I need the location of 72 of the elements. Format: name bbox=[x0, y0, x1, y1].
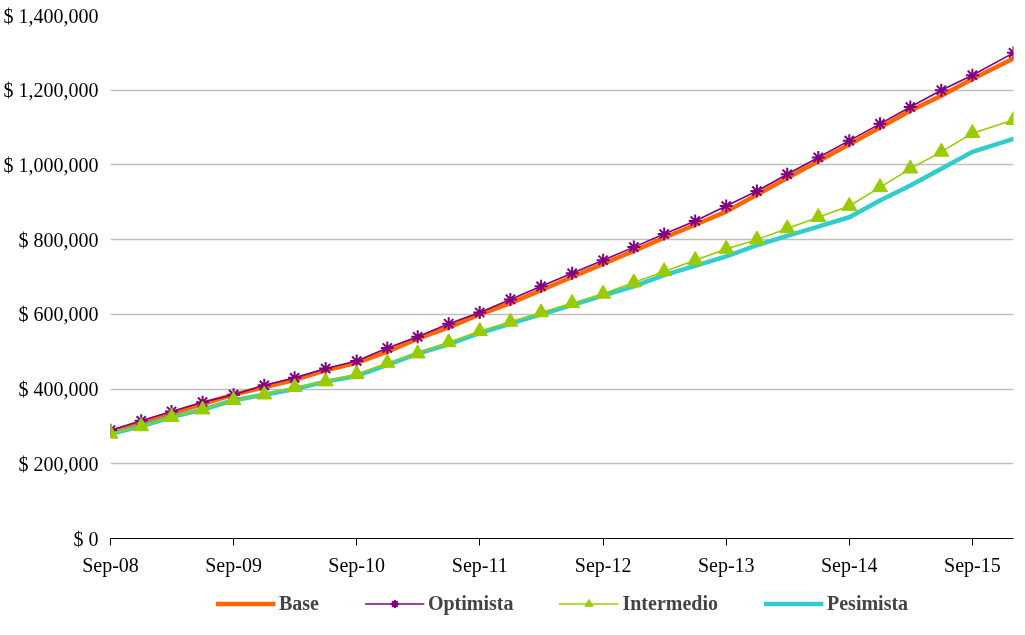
legend-label: Intermedio bbox=[622, 591, 719, 615]
point bbox=[687, 251, 704, 266]
point bbox=[625, 273, 642, 288]
point bbox=[256, 377, 272, 393]
point bbox=[871, 178, 888, 193]
legend-label: Optimista bbox=[427, 591, 514, 615]
point bbox=[225, 391, 242, 406]
point bbox=[379, 353, 396, 368]
point bbox=[440, 333, 457, 348]
point bbox=[564, 265, 580, 281]
point bbox=[379, 340, 395, 356]
point bbox=[718, 239, 735, 254]
point bbox=[595, 284, 612, 299]
point bbox=[349, 353, 365, 369]
point bbox=[317, 372, 334, 387]
point bbox=[287, 370, 303, 386]
point bbox=[810, 149, 826, 165]
point bbox=[472, 304, 488, 320]
point bbox=[872, 116, 888, 132]
point bbox=[318, 361, 334, 377]
point bbox=[656, 262, 673, 277]
x-tick-label: Sep-13 bbox=[697, 553, 755, 577]
y-tick-label: $ 400,000 bbox=[18, 378, 99, 401]
point bbox=[626, 239, 642, 255]
point bbox=[441, 316, 457, 332]
x-tick-label: Sep-09 bbox=[205, 553, 262, 577]
y-tick-label: $ 0 bbox=[73, 527, 99, 550]
point bbox=[779, 219, 796, 234]
point bbox=[933, 142, 950, 157]
y-tick-label: $ 800,000 bbox=[18, 228, 99, 251]
point bbox=[933, 82, 949, 98]
point bbox=[286, 378, 303, 393]
point bbox=[902, 99, 918, 115]
point bbox=[409, 344, 426, 359]
y-tick-label: $ 600,000 bbox=[18, 303, 99, 326]
point bbox=[779, 166, 795, 182]
x-tick-label: Sep-15 bbox=[944, 553, 1001, 577]
x-tick-label: Sep-10 bbox=[328, 553, 385, 577]
point bbox=[348, 364, 365, 379]
x-tick-label: Sep-12 bbox=[574, 553, 632, 577]
point bbox=[749, 183, 765, 199]
point bbox=[841, 133, 857, 149]
point bbox=[564, 293, 581, 308]
point bbox=[502, 291, 518, 307]
y-tick-label: $ 1,400,000 bbox=[3, 4, 99, 27]
point bbox=[194, 400, 211, 415]
point bbox=[718, 198, 734, 214]
y-tick-label: $ 1,000,000 bbox=[3, 153, 99, 176]
point bbox=[687, 213, 703, 229]
point bbox=[748, 230, 765, 245]
legend-label: Pesimista bbox=[827, 591, 909, 615]
x-tick-label: Sep-11 bbox=[451, 553, 508, 577]
point bbox=[471, 322, 488, 336]
point bbox=[841, 196, 858, 211]
point bbox=[502, 312, 519, 327]
point bbox=[256, 385, 273, 400]
point bbox=[902, 159, 919, 174]
point bbox=[533, 278, 549, 294]
point bbox=[195, 394, 211, 410]
legend-label: Base bbox=[278, 591, 319, 615]
x-tick-label: Sep-14 bbox=[820, 553, 878, 577]
point bbox=[964, 124, 981, 139]
y-tick-label: $ 200,000 bbox=[18, 452, 99, 475]
point bbox=[656, 226, 672, 242]
point bbox=[964, 67, 980, 83]
point bbox=[410, 329, 426, 345]
x-tick-label: Sep-08 bbox=[82, 553, 139, 577]
point bbox=[133, 417, 150, 432]
point bbox=[810, 208, 827, 223]
point bbox=[595, 252, 611, 268]
y-tick-label: $ 1,200,000 bbox=[3, 79, 99, 102]
point bbox=[533, 303, 550, 318]
